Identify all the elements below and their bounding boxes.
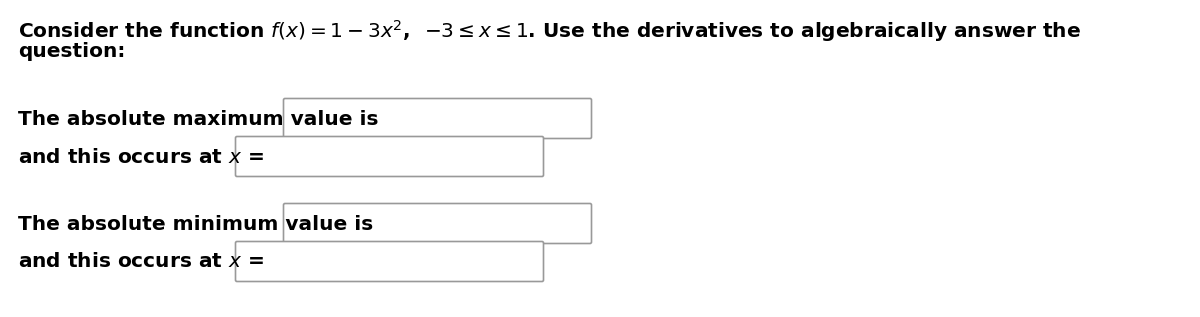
Text: The absolute maximum value is: The absolute maximum value is [18,110,378,129]
FancyBboxPatch shape [283,99,592,139]
FancyBboxPatch shape [235,137,544,177]
Text: question:: question: [18,42,125,61]
FancyBboxPatch shape [235,242,544,281]
Text: and this occurs at $x$ =: and this occurs at $x$ = [18,252,264,271]
FancyBboxPatch shape [283,204,592,243]
Text: and this occurs at $x$ =: and this occurs at $x$ = [18,148,264,167]
Text: The absolute minimum value is: The absolute minimum value is [18,215,373,234]
Text: Consider the function $f(x) = 1 - 3x^2$,  $-3 \leq x \leq 1$. Use the derivative: Consider the function $f(x) = 1 - 3x^2$,… [18,18,1081,44]
